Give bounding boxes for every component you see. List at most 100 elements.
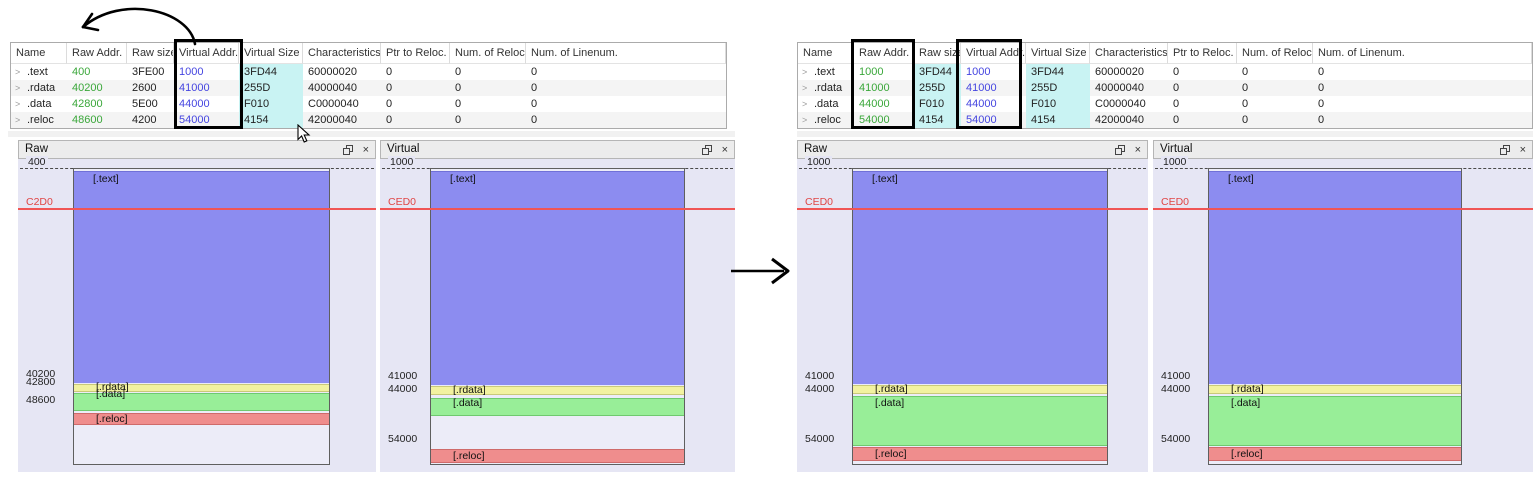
num-of-linenum-value: 0 bbox=[1318, 66, 1325, 78]
panel-titlebar[interactable]: Raw × bbox=[18, 140, 376, 159]
section-offset-label: 41000 bbox=[805, 370, 835, 382]
raw-size-value: 4200 bbox=[132, 114, 157, 126]
float-icon[interactable] bbox=[1114, 145, 1125, 155]
section-offset-label: 42800 bbox=[26, 376, 56, 388]
raw-addr-value: 54000 bbox=[859, 114, 890, 126]
column-header-virtual-addr[interactable]: Virtual Addr. bbox=[961, 43, 1026, 64]
column-header-raw-addr[interactable]: Raw Addr. bbox=[854, 43, 914, 64]
expand-chevron-icon[interactable]: > bbox=[15, 115, 21, 125]
rdata-section-band bbox=[1209, 385, 1461, 394]
limit-offset-label: CED0 bbox=[388, 196, 417, 208]
expand-chevron-icon[interactable]: > bbox=[15, 67, 21, 77]
raw-size-value: 4154 bbox=[914, 112, 961, 128]
column-header-raw-size[interactable]: Raw size bbox=[127, 43, 174, 64]
virtual-addr-value: 54000 bbox=[966, 114, 997, 126]
panel-titlebar[interactable]: Raw × bbox=[797, 140, 1148, 159]
column-header-num-of-linenum[interactable]: Num. of Linenum. bbox=[1313, 43, 1532, 64]
panel-title: Raw bbox=[25, 143, 49, 155]
panel-titlebar[interactable]: Virtual × bbox=[1153, 140, 1533, 159]
column-header-name[interactable]: Name bbox=[798, 43, 854, 64]
table-row[interactable]: > .rdata 41000 255D 41000 255D 40000040 0… bbox=[798, 80, 1532, 96]
rdata-section-band bbox=[431, 386, 684, 395]
raw-size-value: 255D bbox=[914, 80, 961, 96]
column-header-ptr-to-reloc[interactable]: Ptr to Reloc. bbox=[1168, 43, 1237, 64]
characteristics-value: C0000040 bbox=[1095, 98, 1146, 110]
column-header-num-of-linenum[interactable]: Num. of Linenum. bbox=[526, 43, 726, 64]
num-of-reloc-value: 0 bbox=[1242, 82, 1249, 94]
expand-chevron-icon[interactable]: > bbox=[802, 83, 808, 93]
ptr-to-reloc-value: 0 bbox=[1173, 98, 1180, 110]
virtual-addr-value: 1000 bbox=[179, 66, 204, 78]
table-row[interactable]: > .reloc 48600 4200 54000 4154 42000040 0… bbox=[11, 112, 726, 128]
data-section-label: [.data] bbox=[875, 397, 905, 409]
float-icon[interactable] bbox=[1499, 145, 1510, 155]
expand-chevron-icon[interactable]: > bbox=[802, 99, 808, 109]
expand-chevron-icon[interactable]: > bbox=[802, 67, 808, 77]
reloc-section-label: [.reloc] bbox=[875, 448, 907, 460]
table-row[interactable]: > .text 1000 3FD44 1000 3FD44 60000020 0 … bbox=[798, 64, 1532, 80]
raw-size-value: 3FD44 bbox=[914, 64, 961, 80]
table-header-row: Name Raw Addr. Raw size Virtual Addr. Vi… bbox=[11, 43, 726, 64]
close-icon[interactable]: × bbox=[1134, 144, 1141, 156]
section-name: .reloc bbox=[27, 114, 54, 126]
expand-chevron-icon[interactable]: > bbox=[15, 83, 21, 93]
column-header-virtual-addr[interactable]: Virtual Addr. bbox=[174, 43, 239, 64]
column-header-num-of-reloc[interactable]: Num. of Reloc. bbox=[1237, 43, 1313, 64]
reloc-section-label: [.reloc] bbox=[453, 450, 485, 462]
num-of-reloc-value: 0 bbox=[455, 98, 462, 110]
column-header-virtual-size[interactable]: Virtual Size bbox=[1026, 43, 1090, 64]
text-section-label: [.text] bbox=[93, 173, 119, 185]
section-name: .data bbox=[27, 98, 52, 110]
num-of-linenum-value: 0 bbox=[531, 114, 538, 126]
limit-offset-label: CED0 bbox=[805, 196, 834, 208]
panel-titlebar[interactable]: Virtual × bbox=[380, 140, 735, 159]
num-of-linenum-value: 0 bbox=[1318, 98, 1325, 110]
num-of-reloc-value: 0 bbox=[1242, 66, 1249, 78]
table-row[interactable]: > .data 44000 F010 44000 F010 C0000040 0 … bbox=[798, 96, 1532, 112]
section-headers-table-after: Name Raw Addr. Raw size Virtual Addr. Vi… bbox=[797, 42, 1533, 129]
column-header-characteristics[interactable]: Characteristics bbox=[303, 43, 381, 64]
raw-addr-value: 40200 bbox=[72, 82, 103, 94]
virtual-size-value: 4154 bbox=[1026, 112, 1090, 128]
num-of-reloc-value: 0 bbox=[1242, 98, 1249, 110]
table-row[interactable]: > .rdata 40200 2600 41000 255D 40000040 0… bbox=[11, 80, 726, 96]
dock-splitter bbox=[8, 131, 735, 137]
column-header-num-of-reloc[interactable]: Num. of Reloc. bbox=[450, 43, 526, 64]
section-offset-label: 54000 bbox=[1161, 433, 1191, 445]
virtual-size-value: 3FD44 bbox=[239, 64, 303, 80]
close-icon[interactable]: × bbox=[1519, 144, 1526, 156]
table-row[interactable]: > .data 42800 5E00 44000 F010 C0000040 0 … bbox=[11, 96, 726, 112]
characteristics-value: 40000040 bbox=[1095, 82, 1144, 94]
float-icon[interactable] bbox=[701, 145, 712, 155]
start-offset-label: 400 bbox=[26, 156, 48, 168]
num-of-reloc-value: 0 bbox=[455, 66, 462, 78]
ptr-to-reloc-value: 0 bbox=[386, 114, 393, 126]
memory-map: [.text] [.rdata] [.data] [.reloc] bbox=[430, 168, 685, 465]
section-offset-label: 44000 bbox=[388, 383, 418, 395]
reloc-section-label: [.reloc] bbox=[96, 413, 128, 425]
column-header-raw-addr[interactable]: Raw Addr. bbox=[67, 43, 127, 64]
column-header-raw-size[interactable]: Raw size bbox=[914, 43, 961, 64]
table-header-row: Name Raw Addr. Raw size Virtual Addr. Vi… bbox=[798, 43, 1532, 64]
expand-chevron-icon[interactable]: > bbox=[15, 99, 21, 109]
raw-addr-value: 1000 bbox=[859, 66, 884, 78]
data-section-band bbox=[431, 398, 684, 416]
limit-line bbox=[18, 208, 376, 210]
column-header-ptr-to-reloc[interactable]: Ptr to Reloc. bbox=[381, 43, 450, 64]
num-of-linenum-value: 0 bbox=[531, 98, 538, 110]
column-header-virtual-size[interactable]: Virtual Size bbox=[239, 43, 303, 64]
float-icon[interactable] bbox=[342, 145, 353, 155]
characteristics-value: C0000040 bbox=[308, 98, 359, 110]
column-header-name[interactable]: Name bbox=[11, 43, 67, 64]
column-header-characteristics[interactable]: Characteristics bbox=[1090, 43, 1168, 64]
num-of-reloc-value: 0 bbox=[1242, 114, 1249, 126]
ptr-to-reloc-value: 0 bbox=[1173, 82, 1180, 94]
close-icon[interactable]: × bbox=[362, 144, 369, 156]
close-icon[interactable]: × bbox=[721, 144, 728, 156]
section-headers-table-before: Name Raw Addr. Raw size Virtual Addr. Vi… bbox=[10, 42, 727, 129]
data-section-label: [.data] bbox=[453, 397, 483, 409]
table-row[interactable]: > .reloc 54000 4154 54000 4154 42000040 0… bbox=[798, 112, 1532, 128]
table-row[interactable]: > .text 400 3FE00 1000 3FD44 60000020 0 0… bbox=[11, 64, 726, 80]
expand-chevron-icon[interactable]: > bbox=[802, 115, 808, 125]
raw-addr-value: 41000 bbox=[859, 82, 890, 94]
